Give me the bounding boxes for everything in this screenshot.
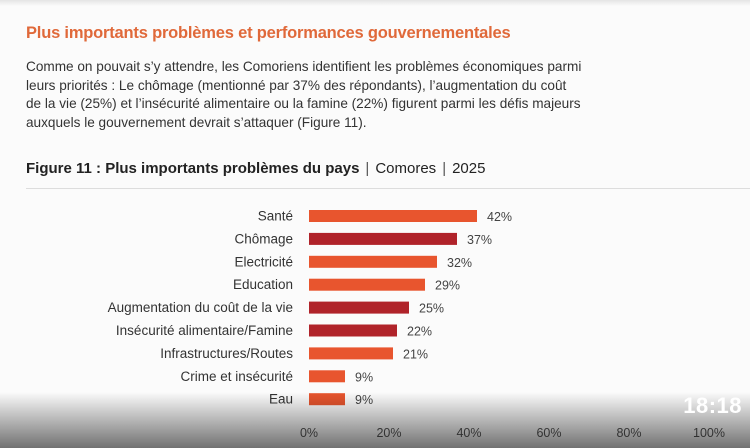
- category-label: Santé: [258, 209, 293, 224]
- figure-divider: [26, 188, 750, 189]
- x-tick-label: 0%: [300, 426, 318, 440]
- category-label: Crime et insécurité: [180, 369, 293, 384]
- value-label: 25%: [419, 302, 444, 316]
- bar: [309, 324, 397, 337]
- category-label: Electricité: [234, 254, 293, 269]
- category-label: Eau: [269, 392, 293, 407]
- category-label: Augmentation du coût de la vie: [108, 300, 293, 315]
- paragraph-line: auxquels le gouvernement devrait s’attaq…: [26, 114, 367, 130]
- x-tick-label: 40%: [456, 426, 481, 440]
- figure-title-main: Figure 11 : Plus importants problèmes du…: [26, 160, 360, 177]
- bar: [309, 393, 345, 406]
- category-label: Education: [233, 277, 293, 292]
- category-label: Insécurité alimentaire/Famine: [116, 323, 293, 338]
- value-label: 9%: [355, 370, 373, 384]
- bar: [309, 210, 477, 222]
- x-tick-label: 80%: [616, 426, 641, 440]
- bar: [309, 370, 345, 383]
- bar: [309, 301, 409, 314]
- value-label: 22%: [407, 325, 432, 339]
- value-label: 37%: [467, 233, 492, 247]
- x-tick-label: 100%: [693, 426, 725, 440]
- x-tick-label: 20%: [376, 426, 401, 440]
- paragraph-line: leurs priorités : Le chômage (mentionné …: [26, 77, 567, 93]
- figure-title: Figure 11 : Plus importants problèmes du…: [26, 160, 485, 177]
- value-label: 9%: [355, 393, 373, 407]
- bar: [309, 255, 437, 268]
- bar: [309, 347, 393, 360]
- category-label: Infrastructures/Routes: [160, 346, 293, 361]
- video-timestamp: 18:18: [683, 393, 742, 418]
- body-paragraph: Comme on pouvait s’y attendre, les Comor…: [26, 58, 750, 132]
- separator: |: [365, 160, 370, 177]
- value-label: 21%: [403, 347, 428, 361]
- figure-year: 2025: [452, 160, 486, 177]
- paragraph-line: Comme on pouvait s’y attendre, les Comor…: [26, 59, 582, 74]
- x-tick-label: 60%: [536, 426, 561, 440]
- figure-country: Comores: [375, 160, 437, 177]
- section-title: Plus importants problèmes et performance…: [26, 24, 511, 42]
- value-label: 29%: [435, 279, 460, 293]
- bar: [309, 278, 425, 291]
- paragraph-line: de la vie (25%) et l’insécurité alimenta…: [26, 96, 581, 111]
- category-label: Chômage: [234, 231, 293, 246]
- bar: [309, 232, 457, 245]
- value-label: 32%: [447, 256, 472, 270]
- value-label: 42%: [487, 210, 512, 224]
- separator: |: [442, 160, 447, 177]
- top-divider: [0, 0, 750, 6]
